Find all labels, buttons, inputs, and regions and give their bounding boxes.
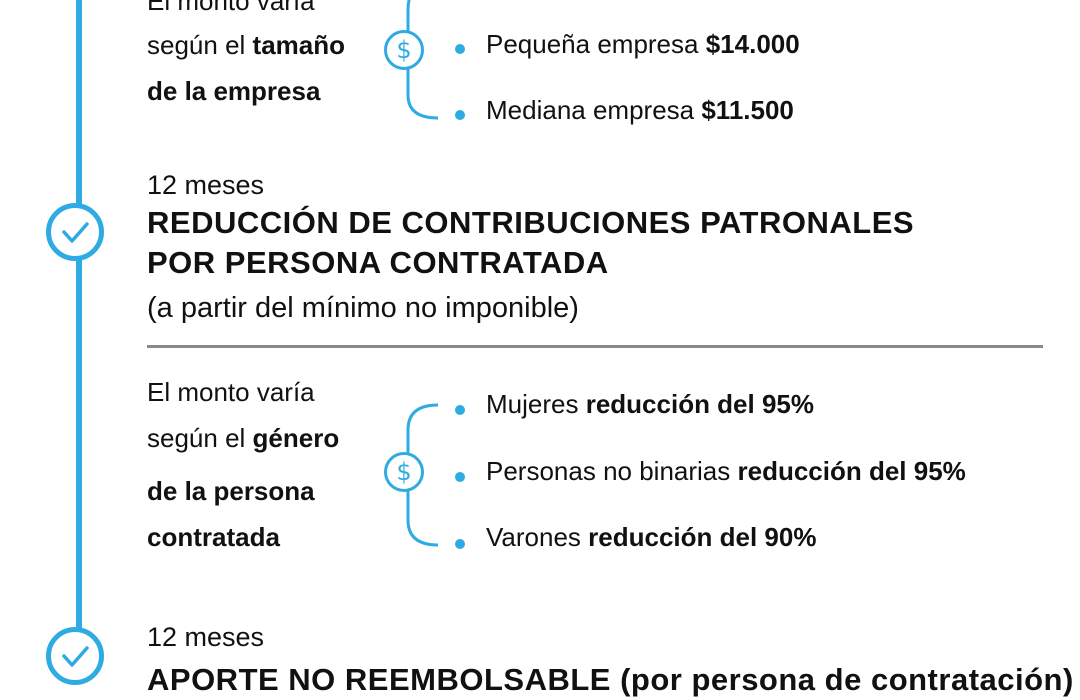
bullet-icon [455,472,465,482]
block1-desc-line2: según el tamaño [147,30,345,60]
block2-desc-line4: contratada [147,522,280,552]
bullet-icon [455,405,465,415]
section2-note: (a partir del mínimo no imponible) [147,292,579,324]
section3-title: APORTE NO REEMBOLSABLE (por persona de c… [147,662,1074,697]
block2-desc-line2: según el género [147,423,340,453]
block2-desc-line3: de la persona [147,476,315,506]
bullet-icon [455,44,465,54]
section2-title-line1: REDUCCIÓN DE CONTRIBUCIONES PATRONALES [147,205,915,240]
dollar-icon: $ [384,30,424,70]
bullet-icon [455,110,465,120]
block2-item-men: Varones reducción del 90% [486,522,817,552]
section2-duration: 12 meses [147,170,265,200]
block1-desc-line1: El monto varía [147,0,315,16]
block2-item-women: Mujeres reducción del 95% [486,389,815,419]
check-icon [46,627,104,685]
section2-title-line2: POR PERSONA CONTRATADA [147,245,609,280]
block2-item-nonbinary: Personas no binarias reducción del 95% [486,456,966,486]
block1-desc-line3: de la empresa [147,76,321,106]
divider [147,345,1043,348]
bullet-icon [455,539,465,549]
timeline-rail [76,0,82,675]
block2-desc-line1: El monto varía [147,377,315,407]
check-icon [46,203,104,261]
dollar-icon: $ [384,452,424,492]
block1-item-medium: Mediana empresa $11.500 [486,95,794,125]
block1-item-small: Pequeña empresa $14.000 [486,29,800,59]
section3-duration: 12 meses [147,622,265,652]
